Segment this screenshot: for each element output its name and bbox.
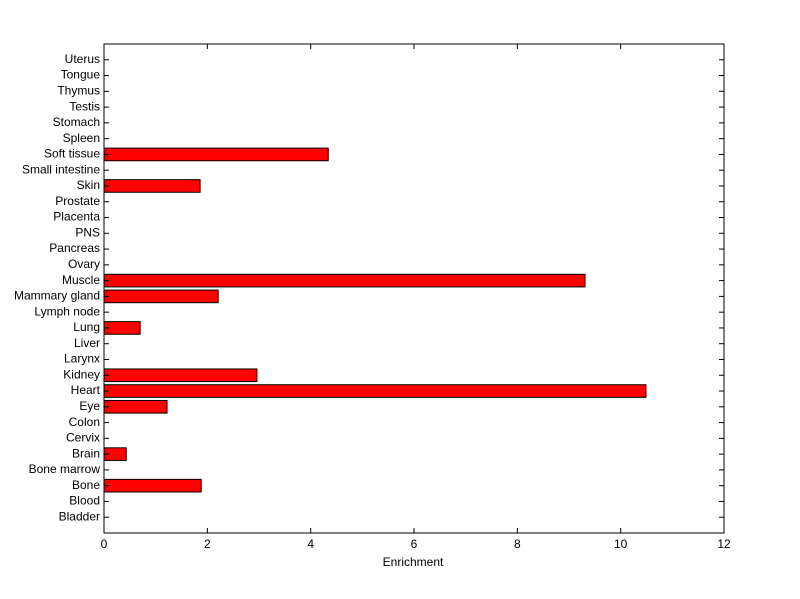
y-tick-label: Lung: [73, 320, 100, 334]
y-tick-label: Ovary: [68, 257, 100, 271]
y-tick-label: Skin: [77, 178, 100, 192]
y-tick-label: Thymus: [57, 83, 100, 97]
y-tick-label: Liver: [74, 336, 100, 350]
y-tick-label: Tongue: [61, 68, 101, 82]
y-tick-label: Muscle: [62, 273, 100, 287]
y-tick-label: Lymph node: [34, 304, 100, 318]
y-tick-label: Eye: [79, 399, 100, 413]
y-tick-label: Colon: [69, 415, 100, 429]
y-tick-label: Kidney: [63, 367, 100, 381]
y-tick-label: Bone: [72, 478, 100, 492]
x-tick-label: 8: [514, 537, 521, 551]
y-tick-label: Blood: [69, 494, 100, 508]
y-tick-label: Prostate: [55, 194, 100, 208]
y-tick-label: PNS: [75, 225, 100, 239]
plot-frame: [103, 43, 725, 534]
bar: [103, 368, 258, 383]
bar: [103, 478, 202, 493]
x-tick-label: 0: [101, 537, 108, 551]
x-tick-label: 2: [204, 537, 211, 551]
y-tick-label: Small intestine: [22, 162, 100, 176]
bar: [103, 179, 201, 193]
y-tick-label: Bladder: [59, 509, 100, 523]
y-tick-label: Pancreas: [49, 241, 100, 255]
y-tick-label: Placenta: [53, 210, 100, 224]
y-tick-label: Larynx: [64, 352, 100, 366]
y-tick-label: Stomach: [53, 115, 100, 129]
x-tick-label: 10: [614, 537, 628, 551]
bar: [103, 384, 647, 398]
bar: [103, 321, 141, 335]
bar: [103, 273, 586, 288]
y-tick-label: Brain: [72, 446, 100, 460]
y-tick-label: Soft tissue: [44, 147, 100, 161]
y-tick-label: Cervix: [66, 431, 100, 445]
y-tick-label: Heart: [71, 383, 101, 397]
bar: [103, 147, 329, 162]
bar: [103, 289, 219, 304]
y-tick-label: Spleen: [63, 131, 100, 145]
x-tick-label: 4: [307, 537, 314, 551]
y-tick-label: Mammary gland: [14, 289, 100, 303]
x-tick-label: 12: [717, 537, 731, 551]
y-tick-label: Testis: [69, 99, 100, 113]
x-axis-label: Enrichment: [383, 555, 444, 569]
x-tick-label: 6: [411, 537, 418, 551]
y-tick-label: Uterus: [65, 52, 100, 66]
bar: [103, 399, 168, 414]
y-tick-label: Bone marrow: [29, 462, 101, 476]
